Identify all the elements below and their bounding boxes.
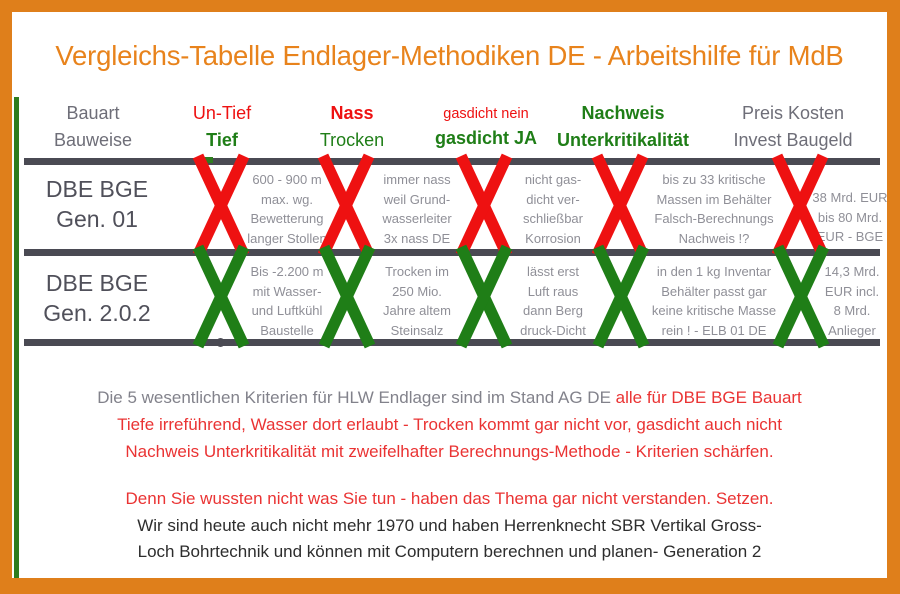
pass-x-icon	[318, 244, 376, 349]
header-depth-positive: Tief	[206, 130, 238, 150]
header-wet-positive: Trocken	[319, 130, 385, 150]
table-cell: 600 - 900 m max. wg. Bewetterung langer …	[247, 172, 327, 246]
left-accent-stripe	[14, 97, 19, 578]
table-cell: immer nass weil Grund- wasserleiter 3x n…	[382, 172, 452, 246]
pass-x-icon	[772, 244, 830, 349]
commentary2-line3: Loch Bohrtechnik und können mit Computer…	[137, 542, 762, 561]
header-cost-line1: Preis Kosten	[741, 103, 845, 123]
table-rule-middle	[24, 249, 880, 256]
column-header-bauart: Bauart Bauweise	[54, 100, 132, 154]
table-rule-top	[24, 158, 880, 165]
fail-x-icon	[317, 153, 375, 258]
header-cost-line2: Invest Baugeld	[733, 130, 853, 150]
table-cell: Trocken im 250 Mio. Jahre altem Steinsal…	[383, 264, 451, 338]
table-cell: 38 Mrd. EUR bis 80 Mrd. EUR - BGE	[812, 190, 888, 244]
table-cell: bis zu 33 kritische Massen im Behälter F…	[654, 172, 774, 246]
table-cell: in den 1 kg Inventar Behälter passt gar …	[651, 264, 777, 338]
table-rule-bottom	[24, 339, 880, 346]
header-wet-negative: Nass	[330, 103, 374, 123]
bullet-dot	[216, 338, 225, 347]
commentary1-line1: Die 5 wesentlichen Kriterien für HLW End…	[12, 384, 887, 411]
header-bauart-line2: Bauweise	[53, 130, 133, 150]
column-header-wet: Nass Trocken	[320, 100, 384, 154]
column-header-gastight: gasdicht nein gasdicht JA	[435, 103, 537, 152]
column-header-criticality: Nachweis Unterkritikalität	[557, 100, 689, 154]
column-header-cost: Preis Kosten Invest Baugeld	[733, 100, 852, 154]
commentary-block-2: Denn Sie wussten nicht was Sie tun - hab…	[12, 486, 887, 566]
table-cell: 14,3 Mrd. EUR incl. 8 Mrd. Anlieger	[824, 264, 880, 338]
fail-x-icon	[591, 153, 649, 258]
fail-x-icon	[192, 153, 250, 258]
commentary2-line1: Denn Sie wussten nicht was Sie tun - hab…	[125, 489, 774, 508]
commentary1-line3: Nachweis Unterkritikalität mit zweifelha…	[125, 442, 774, 461]
header-bauart-line1: Bauart	[66, 103, 120, 123]
commentary1-intro-red: alle für DBE BGE Bauart	[615, 388, 802, 407]
header-gastight-positive: gasdicht JA	[434, 128, 538, 148]
fail-x-icon	[455, 153, 513, 258]
table-cell: Bis -2.200 m mit Wasser- und Luftkühl Ba…	[250, 264, 324, 338]
pass-x-icon	[192, 244, 250, 349]
pass-x-icon	[592, 244, 650, 349]
table-cell: nicht gas- dicht ver- schließbar Korrosi…	[523, 172, 583, 246]
commentary-block-1: Die 5 wesentlichen Kriterien für HLW End…	[12, 384, 887, 465]
commentary2-line2: Wir sind heute auch nicht mehr 1970 und …	[137, 515, 762, 535]
fail-x-icon	[771, 153, 829, 258]
content-area: Vergleichs-Tabelle Endlager-Methodiken D…	[12, 12, 888, 578]
header-criticality-line1: Nachweis	[581, 103, 665, 123]
pass-x-icon	[455, 244, 513, 349]
header-gastight-negative: gasdicht nein	[443, 106, 529, 122]
commentary1-line2: Tiefe irreführend, Wasser dort erlaubt -…	[117, 415, 782, 434]
row-label-gen202: DBE BGE Gen. 2.0.2	[43, 270, 151, 326]
row-label-gen01: DBE BGE Gen. 01	[45, 176, 149, 232]
header-criticality-line2: Unterkritikalität	[556, 130, 690, 150]
header-depth-negative: Un-Tief	[192, 103, 252, 123]
table-cell: lässt erst Luft raus dann Berg druck-Dic…	[520, 264, 586, 338]
commentary1-intro: Die 5 wesentlichen Kriterien für HLW End…	[97, 388, 616, 407]
page-title: Vergleichs-Tabelle Endlager-Methodiken D…	[55, 40, 844, 71]
column-header-depth: Un-Tief Tief	[193, 100, 251, 154]
